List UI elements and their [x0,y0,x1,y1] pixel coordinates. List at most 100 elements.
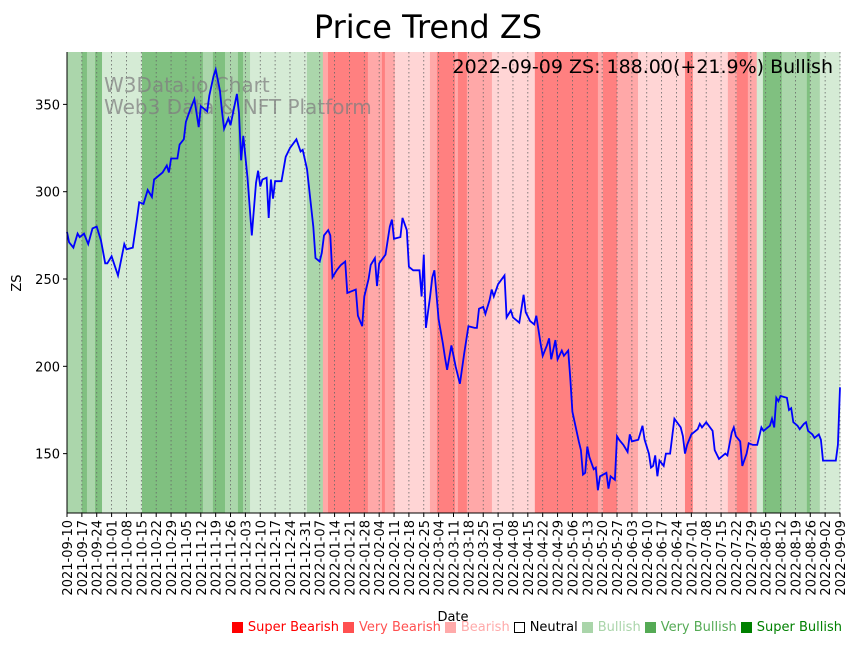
x-tick-label: 2022-03-04 [433,520,448,596]
sentiment-band [212,52,226,513]
x-tick-label: 2022-06-03 [626,520,641,596]
y-tick-label: 250 [35,273,60,288]
x-tick-label: 2022-01-28 [358,520,373,596]
x-tick-label: 2022-05-27 [611,520,626,596]
x-tick-label: 2022-06-17 [656,520,671,596]
sentiment-band [327,52,369,513]
legend-label: Bullish [597,620,641,635]
legend-swatch-icon [644,622,656,633]
x-tick-label: 2022-05-20 [596,520,611,596]
legend-item: Super Bearish [231,620,339,635]
legend: Super Bearish Very Bearish Bearish Neutral B… [160,620,842,635]
x-tick-label: 2021-09-17 [76,520,91,596]
legend-swatch-icon [444,622,456,633]
x-tick-label: 2022-03-18 [462,520,477,596]
sentiment-band [454,52,459,513]
price-line [66,65,841,491]
x-tick-label: 2021-10-08 [120,520,135,596]
y-tick-label: 300 [35,186,60,201]
x-tick-label: 2022-09-02 [819,520,834,596]
x-tick-label: 2022-02-11 [388,520,403,596]
sentiment-band [141,52,204,513]
legend-label: Super Bullish [756,620,842,635]
x-tick-label: 2022-01-07 [314,520,329,596]
x-tick-label: 2022-02-18 [403,520,418,596]
sentiment-band [322,52,329,513]
x-tick-label: 2021-12-03 [239,520,254,596]
sentiment-band [102,52,143,513]
legend-label: Bearish [460,620,510,635]
x-tick-label: 2022-09-09 [834,520,849,596]
x-tick-label: 2021-09-24 [91,520,106,596]
sentiment-band [95,52,103,513]
sentiment-band [381,52,386,513]
x-tick-label: 2022-08-12 [775,520,790,596]
chart-title: Price Trend ZS [314,8,542,46]
x-tick-label: 2021-10-29 [165,520,180,596]
sentiment-band [756,52,764,513]
x-tick-label: 2022-08-19 [789,520,804,596]
x-tick-label: 2022-04-01 [492,520,507,596]
legend-label: Super Bearish [247,620,339,635]
x-tick-label: 2022-02-04 [373,520,388,596]
sentiment-band [684,52,694,513]
legend-item: Super Bullish [740,620,842,635]
x-tick-label: 2022-02-25 [418,520,433,596]
x-tick-label: 2021-09-10 [61,520,76,596]
x-tick-label: 2022-04-29 [552,520,567,596]
x-tick-label: 2021-11-12 [195,520,210,596]
latest-price-annotation: 2022-09-09 ZS: 188.00(+21.9%) Bullish [453,56,833,78]
sentiment-band [237,52,244,513]
legend-swatch-icon [581,622,593,633]
y-tick-label: 150 [35,448,60,463]
legend-swatch-icon [231,622,243,633]
sentiment-band [819,52,841,513]
x-tick-label: 2022-01-21 [343,520,358,596]
x-tick-label: 2022-03-25 [477,520,492,596]
x-tick-label: 2021-11-26 [225,520,240,596]
sentiment-band [306,52,324,513]
x-tick-label: 2021-11-19 [210,520,225,596]
x-tick-label: 2022-04-22 [537,520,552,596]
x-tick-label: 2022-08-26 [804,520,819,596]
sentiment-band [747,52,758,513]
x-tick-label: 2022-08-05 [760,520,775,596]
x-tick-label: 2022-07-01 [685,520,700,596]
sentiment-band [809,52,821,513]
sentiment-band [429,52,438,513]
sentiment-band [457,52,468,513]
legend-item: Very Bullish [644,620,737,635]
x-tick-label: 2022-03-11 [448,520,463,596]
sentiment-band [597,52,604,513]
sentiment-band [67,52,83,513]
y-tick-label: 200 [35,360,60,375]
sentiment-band [202,52,214,513]
y-axis-label: ZS [10,274,25,291]
x-tick-label: 2021-12-24 [284,520,299,596]
sentiment-band [534,52,599,513]
sentiment-band [466,52,493,513]
legend-item: Bullish [581,620,641,635]
x-tick-label: 2021-10-15 [135,520,150,596]
x-tick-label: 2021-11-05 [180,520,195,596]
sentiment-band [617,52,639,513]
legend-label: Neutral [529,620,578,635]
x-tick-label: 2022-06-24 [670,520,685,596]
x-tick-label: 2022-04-15 [522,520,537,596]
x-tick-label: 2021-12-10 [254,520,269,596]
x-gridlines [66,52,841,513]
x-tick-label: 2021-12-31 [299,520,314,596]
x-tick-label: 2022-04-08 [507,520,522,596]
legend-item: Neutral [513,620,578,635]
sentiment-band [736,52,749,513]
legend-label: Very Bullish [660,620,737,635]
x-tick-label: 2021-10-01 [106,520,121,596]
x-tick-label: 2022-05-13 [581,520,596,596]
sentiment-band [727,52,738,513]
x-tick-label: 2022-07-22 [730,520,745,596]
sentiment-band [81,52,88,513]
sentiment-band [781,52,808,513]
x-axis-label: Date [437,610,468,625]
y-tick-label: 350 [35,98,60,113]
